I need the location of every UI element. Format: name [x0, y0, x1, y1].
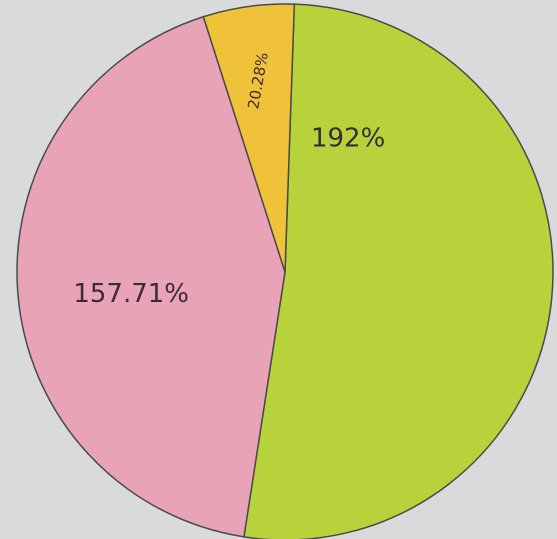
data-label: 192%	[311, 123, 385, 153]
pie-slice	[16, 15, 286, 538]
pie-slice	[202, 3, 296, 273]
pie-slice	[243, 3, 554, 539]
data-label: 157.71%	[73, 279, 189, 309]
